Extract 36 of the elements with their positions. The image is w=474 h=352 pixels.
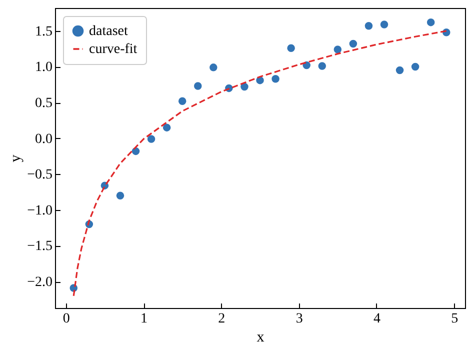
point [147, 135, 156, 143]
x-tick-label: 5 [451, 312, 458, 326]
point [162, 124, 171, 132]
y-tick-label: 1.0 [35, 60, 52, 76]
point [116, 192, 124, 200]
point [318, 62, 326, 70]
point [132, 147, 140, 156]
y-tick-label: −0.5 [27, 168, 52, 183]
x-tick-label: 0 [62, 312, 70, 326]
point [349, 40, 358, 48]
point [178, 97, 186, 105]
x-tick-label: 1 [140, 312, 148, 326]
point [240, 82, 248, 91]
y-tick-label: −2.0 [27, 275, 52, 290]
point [380, 20, 388, 28]
point [287, 44, 295, 52]
x-tick-label: 2 [218, 312, 226, 326]
y-tick-label: 0.0 [35, 132, 52, 147]
y-tick-label: −1.5 [27, 239, 52, 254]
y-axis-title: y [8, 154, 24, 162]
point [194, 82, 202, 90]
point [396, 66, 404, 74]
point [272, 75, 280, 83]
point [426, 18, 435, 26]
point [364, 22, 373, 30]
point [334, 46, 342, 54]
x-axis-title: x [256, 330, 265, 346]
y-tick-label: 0.5 [35, 96, 52, 112]
y-tick-label: −1.0 [27, 203, 52, 218]
point [210, 64, 218, 72]
y-tick-label: 1.5 [35, 24, 52, 40]
legend-label: curve-fit [89, 42, 138, 57]
point [411, 62, 420, 71]
legend-label: dataset [89, 24, 128, 39]
x-tick-label: 4 [373, 312, 380, 326]
x-tick-label: 3 [296, 312, 303, 326]
